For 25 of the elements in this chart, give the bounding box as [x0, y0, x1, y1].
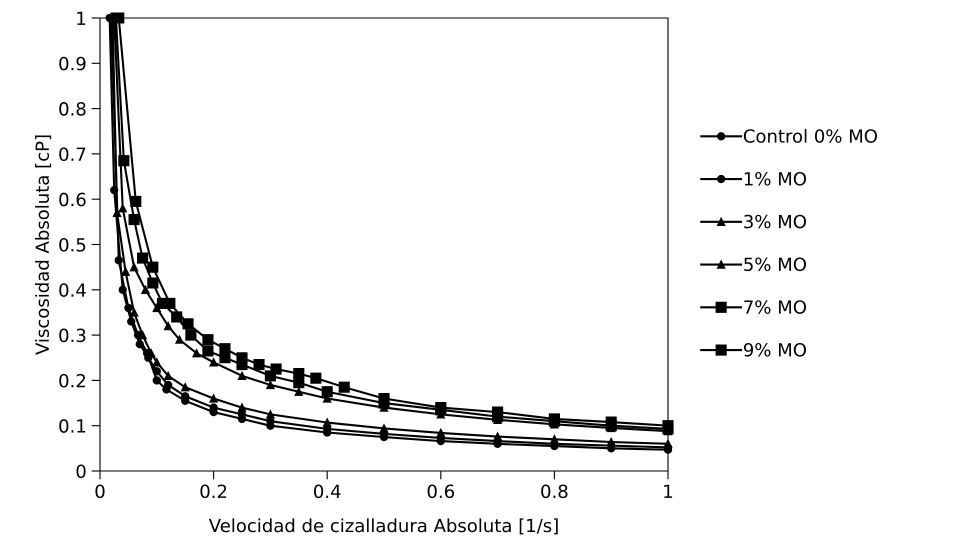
x-tick-label: 0 — [95, 484, 105, 498]
x-tick-label: 0.6 — [428, 484, 454, 498]
y-axis-title: Viscosidad Absoluta [cP] — [35, 136, 52, 355]
legend-label: 3% MO — [744, 214, 806, 228]
y-tick-label: 0.6 — [59, 192, 86, 206]
legend-label: 7% MO — [744, 300, 806, 314]
x-tick-label: 1 — [664, 484, 672, 498]
legend-label: 1% MO — [744, 172, 806, 186]
y-tick-label: 1 — [77, 12, 86, 25]
x-tick-label: 0.2 — [200, 484, 226, 498]
y-tick-label: 0.3 — [59, 328, 86, 342]
x-tick-label: 0.8 — [541, 484, 568, 498]
x-axis-title: Velocidad de cizalladura Absoluta [1/s] — [208, 518, 558, 534]
y-tick-label: 0.8 — [59, 102, 86, 116]
y-tick-label: 0.2 — [59, 374, 85, 388]
y-tick-label: 0.9 — [59, 56, 86, 70]
legend-label: 5% MO — [744, 257, 806, 272]
y-tick-label: 0.1 — [59, 419, 86, 433]
legend-label: Control 0% MO — [744, 128, 877, 143]
y-tick-label: 0.5 — [59, 238, 86, 252]
y-tick-label: 0.4 — [59, 283, 86, 297]
x-tick-label: 0.4 — [314, 484, 341, 498]
y-tick-label: 0 — [76, 464, 86, 478]
legend-label: 9% MO — [744, 342, 806, 357]
y-tick-label: 0.7 — [59, 147, 86, 162]
